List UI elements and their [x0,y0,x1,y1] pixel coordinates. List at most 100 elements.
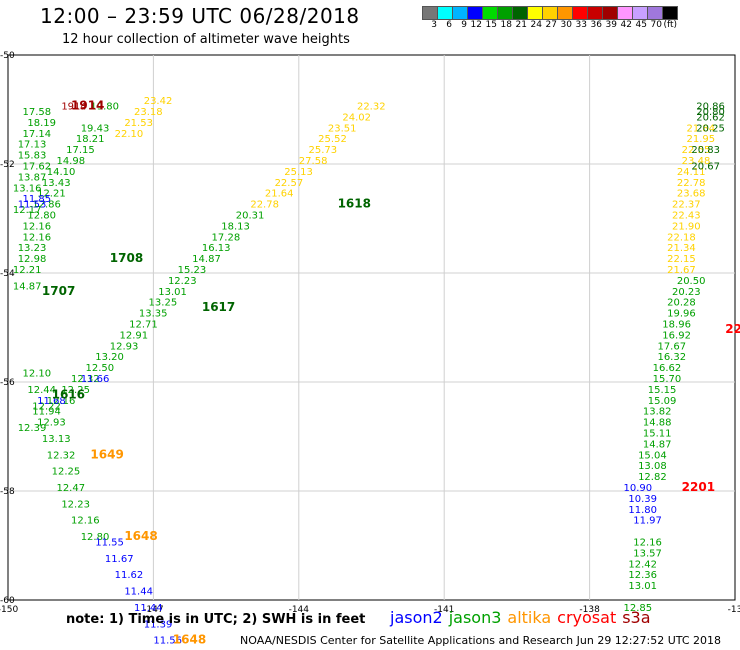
legend-label: 24 [530,20,542,30]
wave-height-label: 12.82 [638,472,667,483]
wave-height-label: 11.66 [81,374,110,385]
x-tick-label: -144 [289,605,310,615]
wave-height-label: 14.87 [643,439,672,450]
wave-height-label: 25.52 [318,134,347,145]
wave-height-label: 21.64 [265,189,294,200]
wave-height-label: 1914 [61,102,86,113]
wave-height-label: 16.13 [202,243,231,254]
wave-height-label: 13.01 [158,287,187,298]
y-tick-label: -50 [0,51,15,61]
wave-height-label: 12.16 [633,538,662,549]
wave-height-label: 10.90 [624,483,653,494]
wave-height-label: 11.62 [115,570,144,581]
wave-height-label: 14.87 [192,254,221,265]
satellite-legend: jason2 jason3 altika cryosat s3a [390,608,657,627]
legend-label: 6 [446,20,452,30]
wave-height-label: 15.11 [643,429,672,440]
pass-time-label: 1708 [110,251,143,265]
chart-subtitle: 12 hour collection of altimeter wave hei… [62,32,350,47]
wave-height-label: 21.95 [687,134,716,145]
wave-height-label: 14.98 [56,156,85,167]
legend-label: 9 [461,20,467,30]
x-tick-label: -150 [0,605,18,615]
pass-time-label: 1648 [173,633,206,647]
legend-label: 70 [650,20,662,30]
wave-height-label: 15.04 [638,450,667,461]
pass-time-label: 1707 [42,284,75,298]
wave-height-label: 11.94 [32,407,61,418]
wave-height-label: 11.67 [105,554,134,565]
wave-height-label: 22.15 [667,254,696,265]
wave-height-label: 21.84 [687,123,716,134]
legend-label: 12 [470,20,482,30]
x-tick-label: -13 [728,605,740,615]
wave-height-label: 23.18 [134,107,163,118]
y-tick-label: -60 [0,596,15,606]
wave-height-label: 11.44 [134,603,163,614]
wave-height-label: 12.16 [23,221,52,232]
wave-height-label: 13.87 [18,172,47,183]
wave-height-label: 13.25 [149,298,178,309]
wave-height-label: 23.48 [682,156,711,167]
wave-height-label: 24.11 [677,167,706,178]
wave-height-label: 17.13 [18,140,47,151]
wave-height-label: 11.80 [628,505,657,516]
wave-height-label: 22.10 [115,129,144,140]
wave-height-label: 17.14 [23,129,52,140]
wave-height-label: 13.20 [95,352,124,363]
pass-time-label: 1616 [52,387,85,401]
wave-height-label: 12.16 [71,516,100,527]
wave-height-label: 14.88 [643,418,672,429]
wave-height-label: 15.09 [648,396,677,407]
x-tick-label: -141 [434,605,454,615]
satellite-label: s3a [622,608,651,627]
wave-height-label: 18.19 [27,118,56,129]
wave-height-label: 19.43 [81,123,110,134]
wave-height-label: 13.43 [42,178,71,189]
wave-height-label: 12.21 [37,189,66,200]
wave-height-label: 12.93 [110,341,139,352]
wave-height-label: 21.67 [667,265,696,276]
footer-credit: NOAA/NESDIS Center for Satellite Applica… [240,634,722,647]
wave-height-label: 12.17 [13,205,42,216]
wave-height-label: 22.78 [250,200,279,211]
wave-height-label: 11.53 [18,200,47,211]
pass-time-label: 1617 [202,300,235,314]
pass-time-label: 1914 [71,99,104,113]
wave-height-label: 14.87 [13,281,42,292]
wave-height-label: 16.62 [653,363,682,374]
wave-height-label: 22.18 [667,232,696,243]
wave-height-label: 22.37 [672,200,701,211]
wave-height-label: 11.97 [633,516,662,527]
wave-height-label: 17.28 [212,232,241,243]
wave-height-label: 22.32 [357,102,386,113]
wave-height-label: 12.50 [86,363,115,374]
legend-label: 36 [590,20,602,30]
wave-height-label: 10.39 [628,494,657,505]
wave-height-label: 23.51 [328,123,357,134]
wave-height-label: 20.67 [691,161,720,172]
pass-time-label: 1618 [338,197,371,211]
wave-height-label: 15.23 [178,265,207,276]
wave-height-label: 20.86 [696,102,725,113]
wave-height-label: 13.16 [13,183,42,194]
wave-height-label: 16.32 [657,352,686,363]
wave-height-label: 23.68 [677,189,706,200]
wave-height-label: 11.44 [124,587,153,598]
y-tick-label: -58 [0,487,15,497]
satellite-label: cryosat [557,608,617,627]
wave-height-label: 24.02 [342,112,371,123]
wave-height-label: 12.23 [61,499,90,510]
wave-height-label: 22.55 [682,145,711,156]
wave-height-label: 19.96 [667,309,696,320]
wave-height-label: 11.56 [153,636,182,647]
y-tick-label: -54 [0,269,15,279]
wave-height-label: 23.42 [144,96,173,107]
wave-height-label: 12.80 [27,211,56,222]
wave-height-label: 12.25 [61,385,90,396]
wave-height-label: 20.31 [236,211,265,222]
x-tick-label: -147 [143,605,163,615]
chart-title: 12:00 – 23:59 UTC 06/28/2018 [40,4,360,28]
legend-label: 42 [620,20,632,30]
